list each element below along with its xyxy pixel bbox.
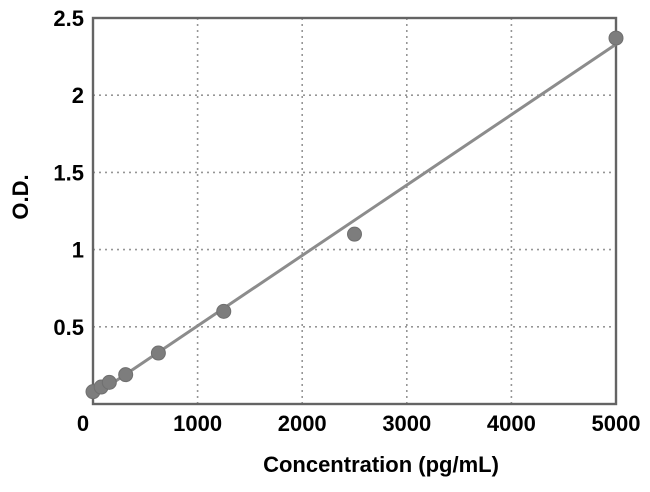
y-axis-title: O.D. bbox=[8, 174, 33, 220]
x-axis-title: Concentration (pg/mL) bbox=[263, 452, 499, 477]
y-tick-label: 2.5 bbox=[53, 6, 84, 31]
y-tick-label: 1.5 bbox=[53, 160, 84, 185]
y-tick-label: 1 bbox=[72, 238, 84, 263]
x-tick-label: 0 bbox=[77, 411, 89, 436]
x-tick-label: 2000 bbox=[278, 411, 327, 436]
data-point bbox=[608, 30, 624, 46]
y-tick-label: 0.5 bbox=[53, 315, 84, 340]
x-tick-label: 5000 bbox=[592, 411, 641, 436]
x-tick-label: 3000 bbox=[382, 411, 431, 436]
data-point bbox=[150, 345, 166, 361]
data-point bbox=[101, 374, 117, 390]
data-point bbox=[347, 226, 362, 242]
trend-line bbox=[91, 42, 618, 398]
x-tick-label: 1000 bbox=[173, 411, 222, 436]
data-point bbox=[118, 367, 134, 383]
y-tick-label: 2 bbox=[72, 83, 84, 108]
x-tick-label: 4000 bbox=[487, 411, 536, 436]
plot-frame bbox=[91, 16, 618, 406]
data-point bbox=[216, 303, 232, 319]
